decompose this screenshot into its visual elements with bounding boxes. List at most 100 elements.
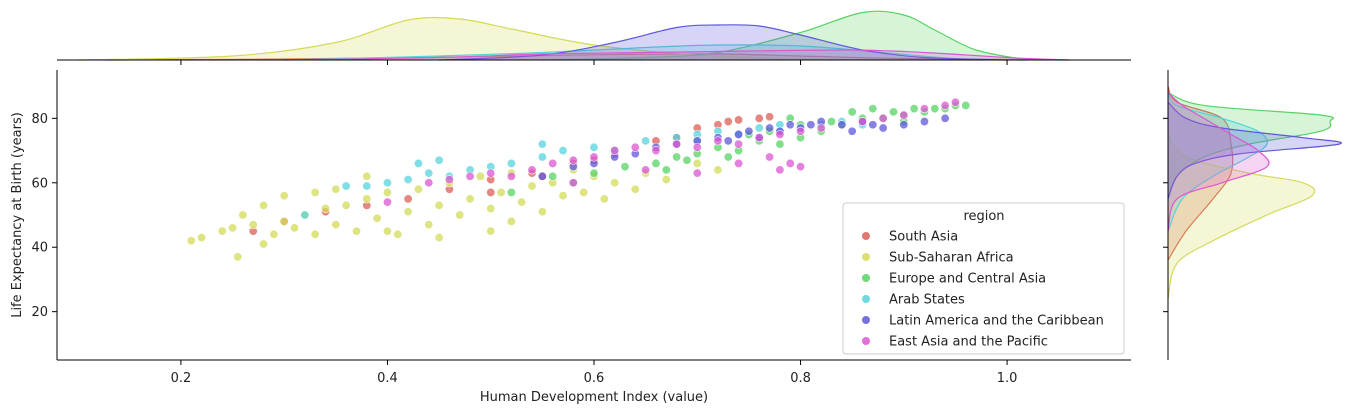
point-sub-saharan-africa bbox=[290, 223, 300, 233]
legend-label-arab-states: Arab States bbox=[889, 293, 965, 308]
point-sub-saharan-africa bbox=[310, 229, 320, 239]
top-marginal-kde bbox=[77, 10, 1070, 61]
point-sub-saharan-africa bbox=[661, 175, 671, 185]
point-latin-america-and-the-caribbean bbox=[785, 120, 795, 130]
point-arab-states bbox=[434, 155, 444, 165]
point-arab-states bbox=[506, 158, 516, 168]
point-europe-and-central-asia bbox=[868, 104, 878, 114]
point-east-asia-and-the-pacific bbox=[486, 168, 496, 178]
right-kde-fill-arab-states bbox=[1168, 92, 1268, 232]
legend-box bbox=[842, 202, 1125, 355]
point-south-asia bbox=[403, 194, 413, 204]
point-east-asia-and-the-pacific bbox=[857, 117, 867, 127]
x-tick-label: 0.2 bbox=[171, 371, 192, 386]
point-sub-saharan-africa bbox=[269, 229, 279, 239]
point-arab-states bbox=[537, 152, 547, 162]
point-sub-saharan-africa bbox=[331, 220, 341, 230]
point-sub-saharan-africa bbox=[465, 194, 475, 204]
point-sub-saharan-africa bbox=[238, 210, 248, 220]
point-east-asia-and-the-pacific bbox=[672, 139, 682, 149]
right-marginal-ticks bbox=[1163, 117, 1168, 313]
point-south-asia bbox=[734, 115, 744, 125]
point-east-asia-and-the-pacific bbox=[796, 162, 806, 172]
point-latin-america-and-the-caribbean bbox=[537, 171, 547, 181]
point-east-asia-and-the-pacific bbox=[878, 113, 888, 123]
point-east-asia-and-the-pacific bbox=[734, 139, 744, 149]
point-sub-saharan-africa bbox=[362, 171, 372, 181]
point-europe-and-central-asia bbox=[775, 139, 785, 149]
point-east-asia-and-the-pacific bbox=[548, 158, 558, 168]
point-europe-and-central-asia bbox=[827, 117, 837, 127]
x-tick-label: 0.4 bbox=[377, 371, 398, 386]
right-kde-line-east-asia-and-the-pacific bbox=[1167, 92, 1270, 232]
point-east-asia-and-the-pacific bbox=[444, 175, 454, 185]
point-europe-and-central-asia bbox=[847, 107, 857, 117]
scatter-points bbox=[186, 97, 971, 262]
point-east-asia-and-the-pacific bbox=[382, 197, 392, 207]
right-kde-fill-sub-saharan-africa bbox=[1168, 134, 1315, 299]
point-sub-saharan-africa bbox=[579, 187, 589, 197]
y-tick-label: 40 bbox=[31, 241, 48, 256]
legend-label-sub-saharan-africa: Sub-Saharan Africa bbox=[889, 251, 1014, 266]
y-tick-label: 80 bbox=[31, 112, 48, 127]
point-latin-america-and-the-caribbean bbox=[878, 123, 888, 133]
point-south-asia bbox=[486, 187, 496, 197]
point-east-asia-and-the-pacific bbox=[754, 133, 764, 143]
point-europe-and-central-asia bbox=[723, 152, 733, 162]
point-sub-saharan-africa bbox=[413, 184, 423, 194]
legend: region South Asia Sub-Saharan Africa Europ… bbox=[842, 202, 1125, 355]
point-europe-and-central-asia bbox=[589, 168, 599, 178]
legend-label-latin-america-and-the-caribbean: Latin America and the Caribbean bbox=[889, 314, 1104, 329]
top-kde-fill-sub-saharan-africa bbox=[77, 17, 904, 60]
legend-title: region bbox=[963, 209, 1004, 224]
legend-marker-east-asia-and-the-pacific bbox=[862, 337, 870, 345]
point-arab-states bbox=[424, 168, 434, 178]
legend-label-south-asia: South Asia bbox=[889, 230, 958, 245]
point-europe-and-central-asia bbox=[620, 162, 630, 172]
point-sub-saharan-africa bbox=[279, 216, 289, 226]
top-kde-line-east-asia-and-the-pacific bbox=[284, 49, 1070, 61]
point-sub-saharan-africa bbox=[537, 207, 547, 217]
x-tick-label: 1.0 bbox=[997, 371, 1018, 386]
point-sub-saharan-africa bbox=[372, 213, 382, 223]
point-east-asia-and-the-pacific bbox=[899, 110, 909, 120]
point-east-asia-and-the-pacific bbox=[568, 178, 578, 188]
point-sub-saharan-africa bbox=[517, 197, 527, 207]
point-arab-states bbox=[403, 175, 413, 185]
point-east-asia-and-the-pacific bbox=[692, 168, 702, 178]
point-sub-saharan-africa bbox=[217, 226, 227, 236]
point-east-asia-and-the-pacific bbox=[692, 142, 702, 152]
point-sub-saharan-africa bbox=[424, 220, 434, 230]
point-east-asia-and-the-pacific bbox=[950, 97, 960, 107]
point-europe-and-central-asia bbox=[909, 104, 919, 114]
top-kde-line-europe-and-central-asia bbox=[542, 10, 1028, 61]
point-arab-states bbox=[754, 123, 764, 133]
point-sub-saharan-africa bbox=[610, 178, 620, 188]
legend-marker-sub-saharan-africa bbox=[862, 253, 870, 261]
right-kde-fill-east-asia-and-the-pacific bbox=[1168, 92, 1269, 232]
point-east-asia-and-the-pacific bbox=[775, 129, 785, 139]
point-sub-saharan-africa bbox=[558, 191, 568, 201]
point-south-asia bbox=[765, 112, 775, 122]
point-europe-and-central-asia bbox=[672, 152, 682, 162]
point-arab-states bbox=[537, 139, 547, 149]
point-east-asia-and-the-pacific bbox=[506, 171, 516, 181]
point-east-asia-and-the-pacific bbox=[713, 136, 723, 146]
point-latin-america-and-the-caribbean bbox=[919, 117, 929, 127]
point-latin-america-and-the-caribbean bbox=[847, 126, 857, 136]
top-kde-line-arab-states bbox=[284, 44, 1028, 61]
point-sub-saharan-africa bbox=[506, 216, 516, 226]
point-sub-saharan-africa bbox=[496, 187, 506, 197]
legend-entries: South Asia Sub-Saharan Africa Europe and C… bbox=[862, 230, 1104, 350]
point-sub-saharan-africa bbox=[393, 229, 403, 239]
point-sub-saharan-africa bbox=[527, 181, 537, 191]
point-arab-states bbox=[641, 136, 651, 146]
y-tick-label: 60 bbox=[31, 176, 48, 191]
top-marginal-ticks bbox=[180, 60, 1008, 65]
point-east-asia-and-the-pacific bbox=[465, 171, 475, 181]
point-europe-and-central-asia bbox=[651, 158, 661, 168]
point-latin-america-and-the-caribbean bbox=[806, 120, 816, 130]
right-kde-fill-europe-and-central-asia bbox=[1168, 92, 1334, 199]
point-sub-saharan-africa bbox=[455, 210, 465, 220]
point-east-asia-and-the-pacific bbox=[796, 126, 806, 136]
